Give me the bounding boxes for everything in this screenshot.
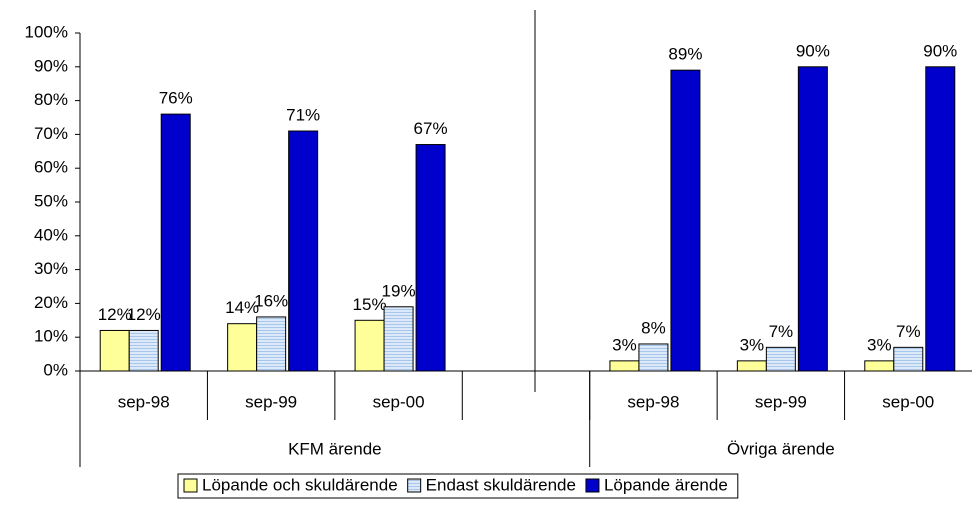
y-tick-label: 40% <box>34 225 68 244</box>
y-tick-label: 90% <box>34 56 68 75</box>
legend-swatch <box>183 478 198 493</box>
y-tick-label: 0% <box>43 360 68 379</box>
x-tick-label: sep-98 <box>627 392 679 411</box>
bar <box>128 329 159 372</box>
y-tick-label: 10% <box>34 327 68 346</box>
group-label: Övriga ärende <box>727 439 835 458</box>
y-tick-label: 30% <box>34 259 68 278</box>
legend-label: Löpande ärende <box>604 475 728 494</box>
value-label: 7% <box>769 322 794 341</box>
value-label: 7% <box>896 322 921 341</box>
value-label: 90% <box>923 41 957 60</box>
value-label: 12% <box>127 305 161 324</box>
value-label: 67% <box>414 119 448 138</box>
bar <box>925 66 956 372</box>
value-label: 71% <box>286 106 320 125</box>
bar <box>256 316 287 372</box>
legend-swatch <box>585 478 600 493</box>
y-tick-label: 60% <box>34 158 68 177</box>
value-label: 3% <box>612 335 637 354</box>
value-label: 15% <box>353 295 387 314</box>
x-tick-label: sep-99 <box>245 392 297 411</box>
x-tick-label: sep-98 <box>118 392 170 411</box>
legend-box <box>177 473 739 499</box>
y-tick-label: 20% <box>34 293 68 312</box>
y-tick-label: 100% <box>25 22 68 41</box>
x-tick-label: sep-00 <box>882 392 934 411</box>
value-label: 3% <box>867 335 892 354</box>
x-tick-label: sep-00 <box>373 392 425 411</box>
value-label: 19% <box>382 281 416 300</box>
value-label: 76% <box>159 89 193 108</box>
bar <box>765 346 796 372</box>
y-tick-label: 80% <box>34 90 68 109</box>
value-label: 14% <box>225 298 259 317</box>
legend-swatch <box>407 478 422 493</box>
bar <box>160 113 191 372</box>
bar <box>638 343 669 372</box>
legend-label: Endast skuldärende <box>426 475 576 494</box>
bar <box>670 69 701 372</box>
bar <box>383 306 414 372</box>
group-label: KFM ärende <box>288 439 382 458</box>
value-label: 3% <box>740 335 765 354</box>
bar <box>354 319 385 372</box>
legend-label: Löpande och skuldärende <box>202 475 398 494</box>
value-label: 12% <box>98 305 132 324</box>
bar <box>415 144 446 372</box>
bar <box>864 360 895 372</box>
value-label: 90% <box>796 41 830 60</box>
y-tick-label: 50% <box>34 191 68 210</box>
bar <box>227 323 258 372</box>
bar <box>609 360 640 372</box>
bar <box>893 346 924 372</box>
bar <box>797 66 828 372</box>
value-label: 8% <box>641 318 666 337</box>
value-label: 16% <box>254 291 288 310</box>
bar <box>736 360 767 372</box>
x-tick-label: sep-99 <box>755 392 807 411</box>
bar <box>288 130 319 372</box>
y-tick-label: 70% <box>34 124 68 143</box>
bar <box>99 329 130 372</box>
value-label: 89% <box>668 45 702 64</box>
